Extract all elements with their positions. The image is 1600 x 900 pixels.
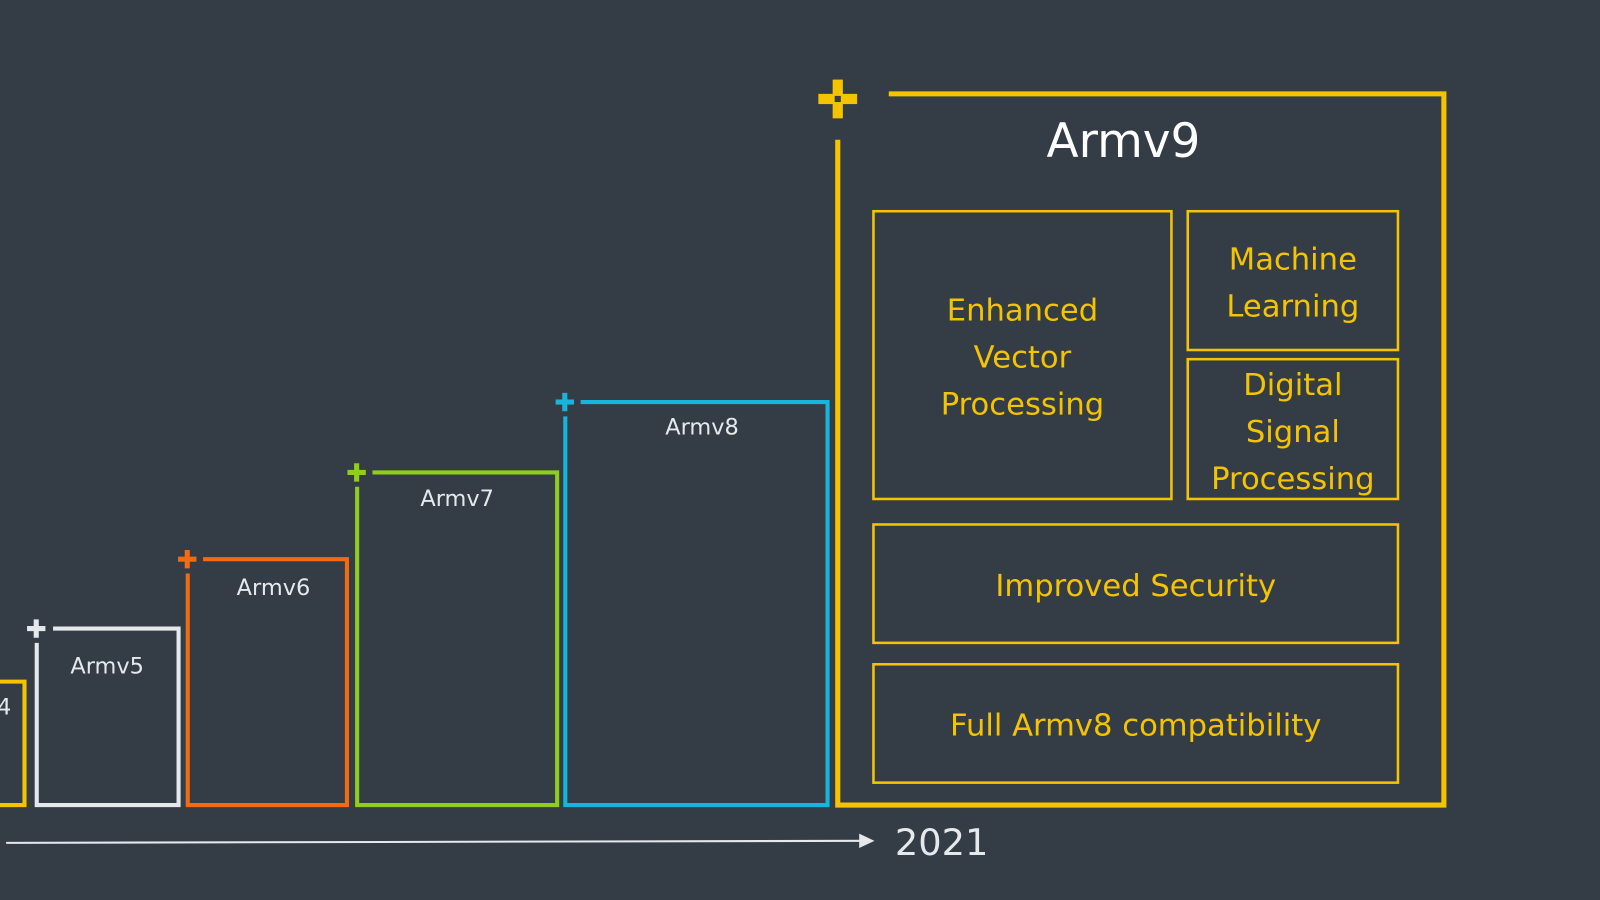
armv6-label: Armv6 <box>237 575 311 601</box>
svg-text:Digital: Digital <box>1243 368 1342 403</box>
timeline-year: 2021 <box>895 821 988 864</box>
timeline-arrow <box>6 833 875 848</box>
plus-cross-icon <box>347 463 366 482</box>
svg-text:Improved Security: Improved Security <box>995 569 1276 604</box>
plus-cross-icon <box>178 550 197 569</box>
armv8-label: Armv8 <box>665 415 739 441</box>
feature-improved-security: Improved Security <box>872 523 1400 645</box>
armv4-label: 4 <box>0 694 11 720</box>
svg-text:Enhanced: Enhanced <box>947 293 1098 328</box>
armv4-box: 4 <box>0 679 27 808</box>
armv7-box: Armv7 <box>347 463 560 808</box>
svg-text:Full Armv8 compatibility: Full Armv8 compatibility <box>950 709 1321 744</box>
feature-enhanced-vector-processing: Enhanced Vector Processing <box>872 209 1173 501</box>
svg-text:Vector: Vector <box>974 340 1072 375</box>
svg-text:Processing: Processing <box>1211 462 1374 497</box>
svg-text:Learning: Learning <box>1226 289 1359 324</box>
armv5-box: Armv5 <box>27 619 181 808</box>
plus-cross-icon <box>818 79 858 119</box>
armv6-box: Armv6 <box>178 550 349 808</box>
svg-text:Signal: Signal <box>1246 415 1340 450</box>
armv7-label: Armv7 <box>420 486 494 512</box>
svg-text:Machine: Machine <box>1229 242 1357 277</box>
feature-digital-signal-processing: Digital Signal Processing <box>1186 357 1400 501</box>
feature-full-armv8-compatibility: Full Armv8 compatibility <box>872 663 1400 784</box>
armv9-title: Armv9 <box>1047 114 1201 169</box>
plus-cross-icon <box>555 392 574 412</box>
svg-text:Processing: Processing <box>941 387 1104 422</box>
feature-machine-learning: Machine Learning <box>1186 209 1400 352</box>
plus-cross-icon <box>27 619 46 638</box>
armv9-box: Armv9 Enhanced Vector Processing Machine… <box>818 79 1447 808</box>
armv5-label: Armv5 <box>70 653 144 679</box>
arrow-head-icon <box>859 833 875 848</box>
armv8-box: Armv8 <box>555 392 830 808</box>
